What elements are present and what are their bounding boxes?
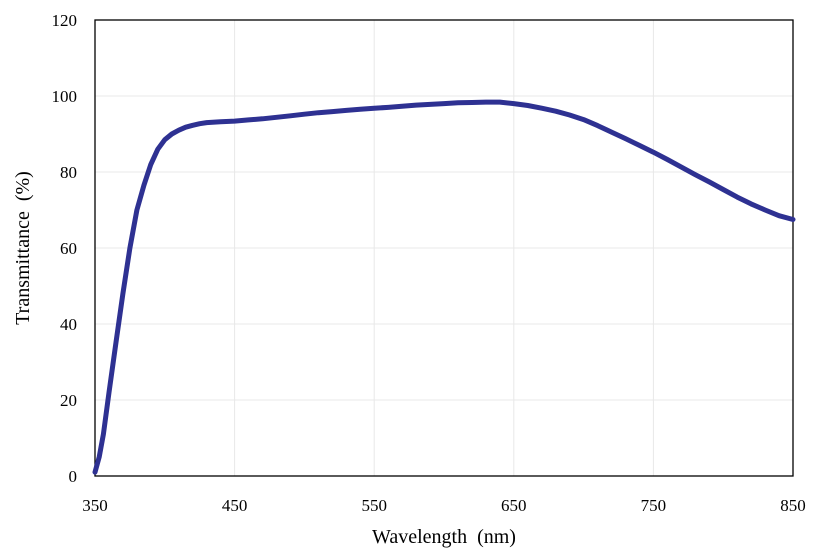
x-axis-title: Wavelength (nm) [372, 526, 516, 548]
x-tick-label: 350 [82, 496, 108, 515]
y-tick-label: 60 [60, 239, 77, 258]
x-tick-label: 850 [780, 496, 806, 515]
y-tick-labels: 0 20 40 60 80 100 120 [52, 11, 78, 486]
x-tick-label: 750 [641, 496, 667, 515]
y-tick-label: 120 [52, 11, 78, 30]
y-tick-label: 0 [69, 467, 78, 486]
y-tick-label: 20 [60, 391, 77, 410]
transmittance-series-line [92, 99, 796, 475]
x-tick-label: 450 [222, 496, 248, 515]
x-tick-labels: 350 450 550 650 750 850 [82, 496, 806, 515]
x-tick-label: 550 [361, 496, 387, 515]
y-axis-title: Transmittance (%) [12, 171, 34, 325]
series-layer [92, 99, 796, 475]
grid-lines [95, 20, 793, 476]
y-tick-label: 100 [52, 87, 78, 106]
x-tick-label: 650 [501, 496, 527, 515]
y-tick-label: 40 [60, 315, 77, 334]
plot-frame [94, 19, 794, 477]
y-tick-label: 80 [60, 163, 77, 182]
